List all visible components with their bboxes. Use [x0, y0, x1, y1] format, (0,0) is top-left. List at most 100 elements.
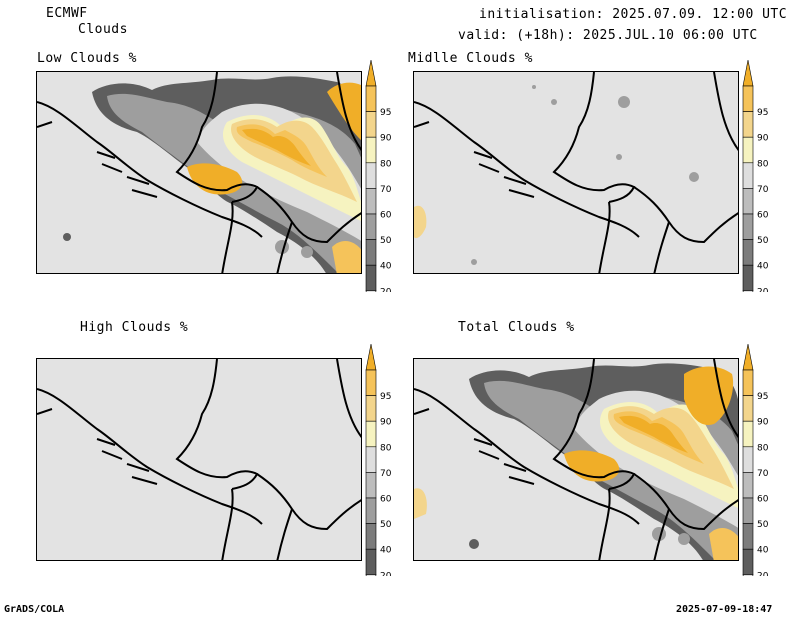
- colorbar-swatch: [742, 85, 754, 112]
- colorbar-low: 95 90 80 70 60 50 40 20: [364, 58, 402, 317]
- cloud-field-low: [63, 76, 361, 273]
- product-label: Clouds: [78, 22, 128, 37]
- map-panel-low: [36, 71, 362, 274]
- colorbar-tick-label: 50: [380, 520, 392, 530]
- colorbar-swatch: [365, 162, 377, 189]
- colorbar-tick-label: 70: [380, 185, 392, 195]
- colorbar-tick-label: 60: [380, 495, 392, 505]
- borders-low: [37, 72, 361, 273]
- colorbar-bottom-arrow: [742, 574, 754, 601]
- colorbar-svg: 95 90 80 70 60 50 40 20: [742, 343, 769, 601]
- colorbar-swatch: [365, 472, 377, 499]
- colorbar-swatch: [742, 264, 754, 292]
- colorbar-tick-label: 90: [380, 134, 392, 144]
- colorbar-swatch: [742, 472, 754, 499]
- colorbar-high: 95 90 80 70 60 50 40 20: [364, 342, 402, 601]
- colorbar-tick-label: 40: [757, 546, 769, 556]
- colorbar-tick-label: 60: [380, 211, 392, 221]
- colorbar-bottom-arrow: [365, 290, 377, 317]
- cloud-field-total: [414, 363, 738, 560]
- colorbar-swatch: [365, 188, 377, 215]
- map-panel-middle: [413, 71, 739, 274]
- colorbar-tick-label: 95: [757, 392, 768, 402]
- panel-title-low: Low Clouds %: [37, 51, 137, 66]
- colorbar-swatch: [742, 523, 754, 550]
- colorbar-swatch: [742, 188, 754, 215]
- colorbar-total: 95 90 80 70 60 50 40 20: [741, 342, 779, 601]
- middle-cloud-map: [414, 72, 738, 273]
- high-cloud-map: [37, 359, 361, 560]
- panel-title-high: High Clouds %: [80, 320, 189, 335]
- initialisation-label: initialisation: 2025.07.09. 12:00 UTC: [479, 7, 788, 22]
- low-cloud-map: [37, 72, 361, 273]
- colorbar-swatch: [365, 136, 377, 164]
- colorbar-swatch: [365, 446, 377, 473]
- colorbar-top-arrow: [742, 343, 754, 371]
- colorbar-tick-label: 40: [380, 546, 392, 556]
- colorbar-swatch: [365, 523, 377, 550]
- footer-timestamp: 2025-07-09-18:47: [676, 604, 773, 615]
- colorbar-swatch: [742, 446, 754, 473]
- valid-time-label: valid: (+18h): 2025.JUL.10 06:00 UTC: [458, 28, 758, 43]
- colorbar-swatch: [365, 264, 377, 292]
- colorbar-swatch: [742, 395, 754, 422]
- software-label: GrADS/COLA: [4, 604, 65, 615]
- colorbar-swatch: [365, 213, 377, 240]
- colorbar-tick-label: 50: [380, 236, 392, 246]
- colorbar-tick-label: 95: [380, 392, 391, 402]
- colorbar-swatch: [742, 369, 754, 396]
- colorbar-swatch: [365, 497, 377, 524]
- borders-total: [414, 359, 738, 560]
- colorbar-tick-label: 70: [380, 469, 392, 479]
- borders-high: [37, 359, 361, 560]
- colorbar-tick-label: 50: [757, 520, 769, 530]
- colorbar-tick-label: 70: [757, 185, 769, 195]
- colorbar-tick-label: 20: [757, 571, 769, 576]
- cloud-field-middle: [414, 85, 699, 265]
- colorbar-tick-label: 20: [757, 287, 769, 292]
- colorbar-tick-label: 90: [757, 134, 769, 144]
- colorbar-swatch: [742, 162, 754, 189]
- colorbar-swatch: [365, 369, 377, 396]
- colorbar-tick-label: 50: [757, 236, 769, 246]
- model-label: ECMWF: [46, 6, 88, 21]
- colorbar-tick-label: 95: [757, 108, 768, 118]
- panel-title-middle: Midlle Clouds %: [408, 51, 533, 66]
- borders-middle: [414, 72, 738, 273]
- total-cloud-map: [414, 359, 738, 560]
- colorbar-swatch: [742, 497, 754, 524]
- panel-title-total: Total Clouds %: [458, 320, 575, 335]
- colorbar-tick-label: 90: [380, 418, 392, 428]
- colorbar-swatch: [742, 548, 754, 576]
- colorbar-svg: 95 90 80 70 60 50 40 20: [365, 59, 392, 317]
- colorbar-swatch: [742, 420, 754, 448]
- colorbar-swatch: [365, 85, 377, 112]
- colorbar-swatch: [365, 548, 377, 576]
- colorbar-top-arrow: [742, 59, 754, 87]
- colorbar-bottom-arrow: [742, 290, 754, 317]
- colorbar-swatch: [365, 395, 377, 422]
- colorbar-tick-label: 90: [757, 418, 769, 428]
- colorbar-swatch: [365, 111, 377, 138]
- colorbar-middle: 95 90 80 70 60 50 40 20: [741, 58, 779, 317]
- colorbar-svg: 95 90 80 70 60 50 40 20: [365, 343, 392, 601]
- colorbar-tick-label: 40: [380, 262, 392, 272]
- colorbar-swatch: [365, 420, 377, 448]
- colorbar-tick-label: 20: [380, 571, 392, 576]
- colorbar-tick-label: 40: [757, 262, 769, 272]
- colorbar-top-arrow: [365, 59, 377, 87]
- colorbar-tick-label: 80: [757, 443, 769, 453]
- colorbar-swatch: [742, 111, 754, 138]
- colorbar-tick-label: 60: [757, 211, 769, 221]
- colorbar-svg: 95 90 80 70 60 50 40 20: [742, 59, 769, 317]
- colorbar-swatch: [742, 239, 754, 266]
- map-panel-total: [413, 358, 739, 561]
- colorbar-tick-label: 80: [380, 443, 392, 453]
- colorbar-tick-label: 80: [380, 159, 392, 169]
- map-panel-high: [36, 358, 362, 561]
- colorbar-swatch: [365, 239, 377, 266]
- colorbar-bottom-arrow: [365, 574, 377, 601]
- colorbar-swatch: [742, 136, 754, 164]
- colorbar-tick-label: 20: [380, 287, 392, 292]
- colorbar-tick-label: 95: [380, 108, 391, 118]
